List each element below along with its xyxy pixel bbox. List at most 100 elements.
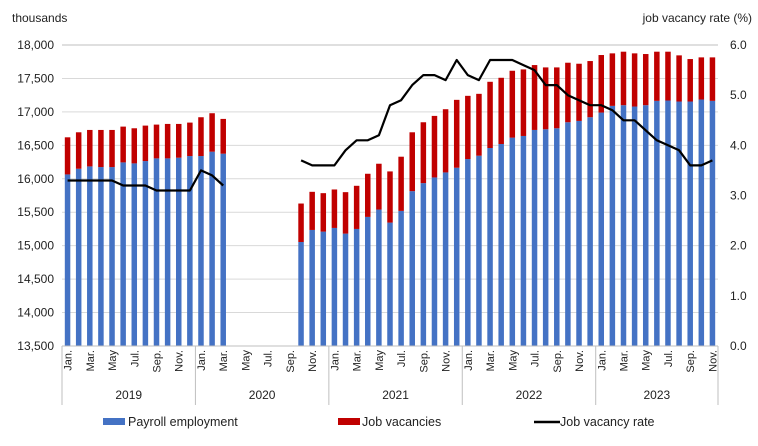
- payroll-bar: [509, 137, 516, 346]
- y-tick-label: 16,500: [17, 138, 54, 152]
- payroll-bar: [709, 100, 716, 346]
- vacancies-bar: [676, 55, 682, 102]
- month-tick-label: Mar.: [485, 350, 497, 371]
- payroll-bar: [387, 222, 393, 346]
- y2-tick-label: 0.0: [730, 339, 747, 353]
- month-tick-label: Jul.: [263, 350, 275, 367]
- y2-tick-label: 2.0: [730, 239, 747, 253]
- payroll-bar: [187, 156, 193, 346]
- vacancies-bar: [353, 185, 360, 229]
- y2-tick-label: 6.0: [730, 38, 747, 52]
- vacancies-bar: [709, 57, 716, 101]
- payroll-bar: [620, 105, 627, 346]
- vacancies-bar: [131, 128, 138, 164]
- payroll-bar: [565, 122, 571, 346]
- payroll-bar: [309, 229, 315, 346]
- y-tick-label: 15,000: [17, 239, 54, 253]
- year-label: 2022: [516, 388, 543, 402]
- month-tick-label: Mar.: [85, 350, 97, 371]
- payroll-bar: [554, 128, 560, 346]
- vacancies-bar: [665, 51, 671, 101]
- payroll-bar: [353, 228, 360, 346]
- month-tick-label: Nov.: [307, 350, 319, 372]
- y-tick-labels: 13,500 14,000 14,500 15,000 15,500 16,000 16,5…: [17, 38, 54, 353]
- legend: Payroll employment Job vacancies Job vac…: [103, 415, 655, 429]
- payroll-bar: [87, 166, 93, 346]
- vacancies-bar: [487, 81, 493, 149]
- month-tick-label: Jul.: [129, 350, 141, 367]
- vacancies-bar: [64, 137, 71, 175]
- vacancies-bar: [409, 132, 415, 192]
- vacancies-bar: [598, 55, 605, 113]
- payroll-bar: [465, 159, 471, 346]
- payroll-bar: [409, 191, 415, 346]
- month-tick-label: Sep.: [552, 350, 564, 373]
- month-tick-label: Nov.: [441, 350, 453, 372]
- month-tick-label: May: [374, 350, 386, 371]
- payroll-bar: [654, 100, 660, 346]
- vacancies-bar: [342, 192, 349, 234]
- payroll-bar: [153, 158, 160, 346]
- payroll-bar: [609, 105, 616, 346]
- month-tick-label: Sep.: [685, 350, 697, 373]
- vacancies-bar: [498, 77, 504, 144]
- vacancies-bar: [654, 51, 660, 101]
- payroll-bar: [631, 106, 638, 346]
- month-tick-label: Nov.: [707, 350, 719, 372]
- vacancies-bar: [698, 57, 705, 100]
- month-tick-label: Nov.: [574, 350, 586, 372]
- payroll-bar: [64, 174, 71, 346]
- vacancies-bar: [631, 53, 638, 107]
- payroll-bar: [642, 105, 649, 346]
- vacancies-bar: [175, 123, 182, 158]
- payroll-bar: [676, 101, 682, 346]
- payroll-bar: [420, 183, 427, 346]
- payroll-bar: [520, 135, 527, 346]
- year-label: 2020: [249, 388, 276, 402]
- payroll-bar: [198, 156, 204, 346]
- vacancies-bar: [75, 132, 82, 169]
- year-label: 2019: [115, 388, 142, 402]
- vacancies-bar: [620, 51, 627, 106]
- x-axis: 2019 Jan. Mar. May Jul. Sep. Nov. 2020 Jan. Mar. M…: [61, 345, 719, 405]
- month-tick-label: May: [107, 350, 119, 371]
- vacancies-bar: [431, 115, 438, 178]
- vacancies-bar: [387, 171, 393, 223]
- y-tick-label: 17,000: [17, 105, 54, 119]
- vacancies-bar: [109, 129, 115, 168]
- month-tick-label: Jul.: [663, 350, 675, 367]
- payroll-bar: [175, 157, 182, 346]
- month-tick-label: Jan.: [63, 350, 75, 371]
- legend-label-rate: Job vacancy rate: [560, 415, 655, 429]
- y2-tick-label: 4.0: [730, 138, 747, 152]
- vacancies-bar: [453, 99, 460, 168]
- vacancies-bar: [587, 61, 593, 118]
- payroll-bar: [120, 162, 126, 346]
- payroll-bar: [131, 163, 138, 346]
- vacancies-bar: [576, 63, 582, 121]
- payroll-bar: [398, 210, 404, 346]
- vacancies-bar: [476, 93, 482, 156]
- vacancies-bar: [298, 203, 304, 242]
- y-tick-label: 18,000: [17, 38, 54, 52]
- month-tick-label: Mar.: [218, 350, 230, 371]
- payroll-bar: [487, 148, 493, 346]
- y2-tick-label: 5.0: [730, 88, 747, 102]
- payroll-bar: [576, 120, 582, 347]
- vacancies-bar: [465, 95, 471, 160]
- y2-tick-label: 1.0: [730, 289, 747, 303]
- legend-label-vacancies: Job vacancies: [362, 415, 441, 429]
- month-tick-label: May: [241, 350, 253, 371]
- vacancies-bar: [565, 62, 571, 123]
- vacancies-bar: [153, 124, 160, 159]
- payroll-bar: [442, 172, 449, 346]
- y-tick-label: 17,500: [17, 71, 54, 85]
- vacancies-bar: [198, 117, 204, 157]
- y-tick-label: 14,500: [17, 272, 54, 286]
- month-tick-label: Mar.: [619, 350, 631, 371]
- vacancies-bar: [554, 67, 560, 129]
- payroll-bar: [365, 216, 371, 346]
- vacancies-bar: [309, 191, 315, 230]
- month-tick-label: Jan.: [463, 350, 475, 371]
